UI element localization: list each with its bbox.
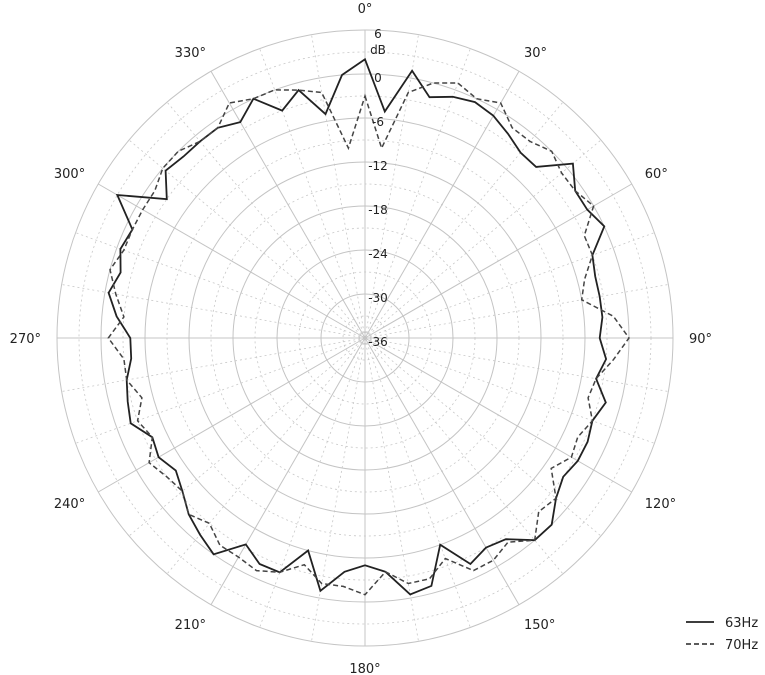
radial-tick-label: 6 [374,27,382,41]
major-radial-line [364,71,520,339]
minor-radial-line [75,232,366,339]
radial-tick-label: -12 [368,159,388,173]
minor-radial-line [259,337,366,628]
legend-label-63hz: 63Hz [725,616,758,631]
minor-radial-line [364,337,655,444]
minor-radial-line [364,337,564,575]
legend: 63Hz 70Hz [686,616,758,653]
polar-grid [56,29,674,647]
minor-radial-line [61,284,366,339]
angle-tick-label: 0° [358,2,373,17]
major-radial-line [364,337,632,493]
major-radial-line [98,337,366,493]
radial-tick-label: 0 [374,71,382,85]
radial-tick-label: -24 [368,247,388,261]
angle-tick-label: 60° [645,167,668,182]
minor-radial-line [364,337,602,537]
angle-tick-label: 150° [524,618,555,633]
minor-radial-line [61,337,366,392]
angle-tick-label: 300° [54,167,85,182]
minor-radial-line [364,139,602,339]
minor-radial-line [75,337,366,444]
radial-tick-label: -18 [368,203,388,217]
minor-radial-line [364,337,419,642]
minor-radial-line [128,139,366,339]
axis-labels: 0° 30° 60° 90° 120° 150° 180° 210° 240° 270° 300° 3… [10,2,712,675]
major-radial-line [210,71,366,339]
minor-radial-line [128,337,366,537]
legend-label-70hz: 70Hz [725,638,758,653]
minor-radial-line [364,337,669,392]
angle-tick-label: 120° [645,497,676,512]
minor-radial-line [364,101,564,339]
minor-radial-line [364,284,669,339]
minor-radial-line [166,101,366,339]
radial-tick-label: -36 [368,335,388,349]
major-radial-line [364,337,520,605]
series-line-63hz [107,57,608,596]
series-layer [107,57,630,596]
angle-tick-label: 90° [689,332,712,347]
radial-tick-label: -30 [368,291,388,305]
angle-tick-label: 210° [175,618,206,633]
angle-tick-label: 180° [349,662,380,675]
major-radial-line [210,337,366,605]
major-radial-line [98,183,366,339]
minor-radial-line [311,34,366,339]
angle-tick-label: 270° [10,332,41,347]
angle-tick-label: 30° [524,46,547,61]
major-radial-line [364,183,632,339]
minor-radial-line [364,232,655,339]
minor-radial-line [364,34,419,339]
series-line-70hz [107,82,630,596]
minor-radial-line [259,48,366,339]
radial-tick-label: -6 [372,115,384,129]
radial-unit-label: dB [370,43,386,57]
minor-radial-line [364,337,471,628]
angle-tick-label: 330° [175,46,206,61]
minor-radial-line [166,337,366,575]
angle-tick-label: 240° [54,497,85,512]
